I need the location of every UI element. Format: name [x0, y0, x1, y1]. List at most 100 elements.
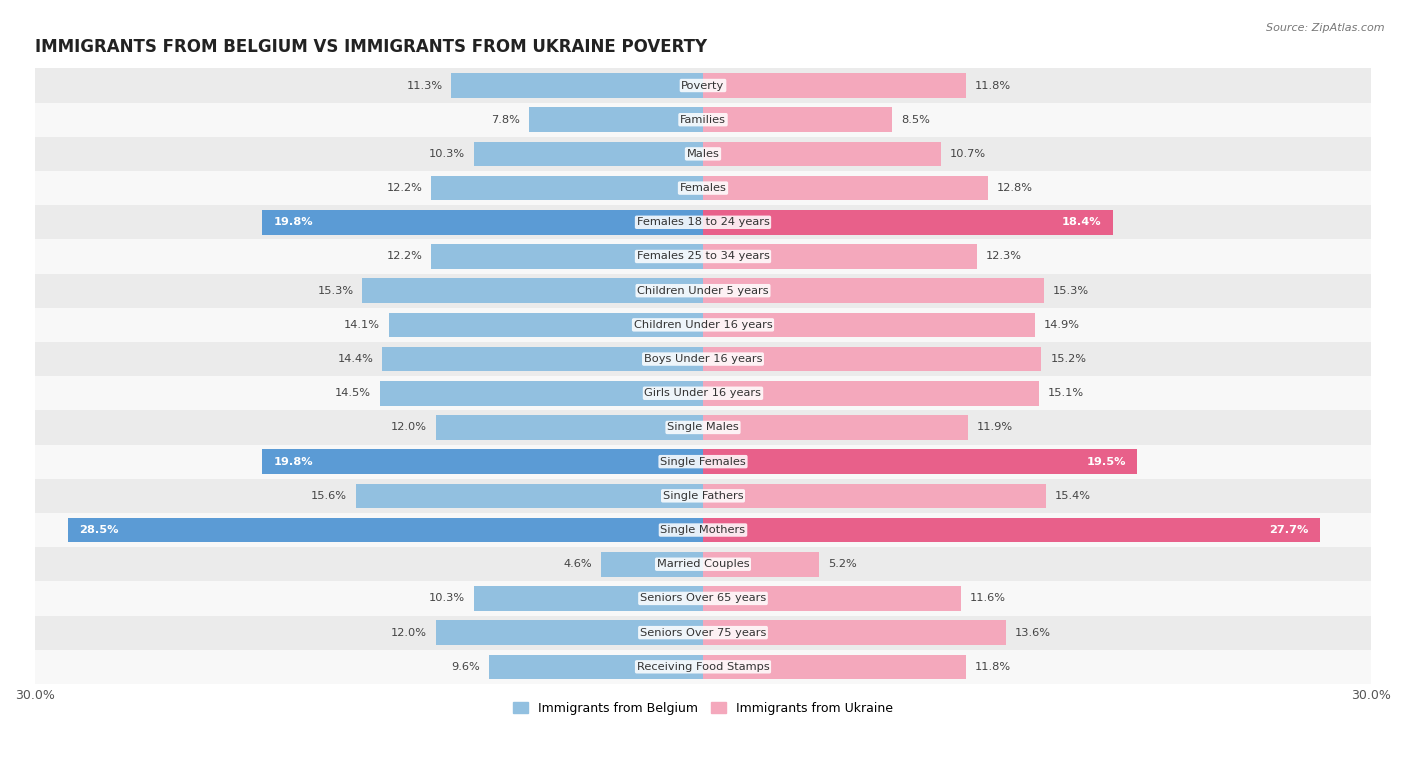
Bar	[451, 74, 703, 98]
Bar	[436, 620, 703, 645]
Bar	[35, 581, 1371, 615]
Bar	[35, 615, 1371, 650]
Bar	[703, 278, 1043, 303]
Text: 15.3%: 15.3%	[1053, 286, 1088, 296]
Bar	[262, 449, 703, 474]
Text: 15.3%: 15.3%	[318, 286, 353, 296]
Text: 19.8%: 19.8%	[273, 218, 314, 227]
Bar	[703, 74, 966, 98]
Text: 15.4%: 15.4%	[1054, 491, 1091, 501]
Text: 14.4%: 14.4%	[337, 354, 374, 364]
Bar	[489, 654, 703, 679]
Bar	[356, 484, 703, 508]
Bar	[35, 376, 1371, 410]
Bar	[363, 278, 703, 303]
Bar	[35, 479, 1371, 513]
Bar	[380, 381, 703, 406]
Bar	[703, 244, 977, 269]
Text: 11.9%: 11.9%	[977, 422, 1014, 433]
Text: 14.1%: 14.1%	[344, 320, 380, 330]
Text: 15.1%: 15.1%	[1047, 388, 1084, 398]
Text: 10.3%: 10.3%	[429, 594, 465, 603]
Bar	[703, 210, 1112, 234]
Text: Children Under 5 years: Children Under 5 years	[637, 286, 769, 296]
Text: Single Mothers: Single Mothers	[661, 525, 745, 535]
Text: Receiving Food Stamps: Receiving Food Stamps	[637, 662, 769, 672]
Text: 14.9%: 14.9%	[1043, 320, 1080, 330]
Text: 9.6%: 9.6%	[451, 662, 481, 672]
Text: Females 25 to 34 years: Females 25 to 34 years	[637, 252, 769, 262]
Text: 12.0%: 12.0%	[391, 422, 427, 433]
Text: Single Females: Single Females	[661, 456, 745, 467]
Text: 18.4%: 18.4%	[1062, 218, 1102, 227]
Text: 12.8%: 12.8%	[997, 183, 1033, 193]
Text: Females: Females	[679, 183, 727, 193]
Text: 8.5%: 8.5%	[901, 114, 929, 125]
Bar	[69, 518, 703, 542]
Bar	[35, 102, 1371, 136]
Text: 15.2%: 15.2%	[1050, 354, 1087, 364]
Text: 12.3%: 12.3%	[986, 252, 1022, 262]
Text: Single Fathers: Single Fathers	[662, 491, 744, 501]
Bar	[35, 171, 1371, 205]
Bar	[703, 620, 1005, 645]
Text: 11.3%: 11.3%	[406, 80, 443, 90]
Bar	[382, 346, 703, 371]
Legend: Immigrants from Belgium, Immigrants from Ukraine: Immigrants from Belgium, Immigrants from…	[513, 702, 893, 715]
Text: 10.3%: 10.3%	[429, 149, 465, 159]
Bar	[703, 586, 962, 611]
Bar	[35, 650, 1371, 684]
Bar	[703, 312, 1035, 337]
Text: Families: Families	[681, 114, 725, 125]
Bar	[389, 312, 703, 337]
Text: Males: Males	[686, 149, 720, 159]
Text: Girls Under 16 years: Girls Under 16 years	[644, 388, 762, 398]
Text: 7.8%: 7.8%	[492, 114, 520, 125]
Text: Source: ZipAtlas.com: Source: ZipAtlas.com	[1267, 23, 1385, 33]
Bar	[474, 142, 703, 166]
Text: 11.8%: 11.8%	[974, 80, 1011, 90]
Bar	[35, 547, 1371, 581]
Text: 10.7%: 10.7%	[950, 149, 986, 159]
Bar	[35, 274, 1371, 308]
Bar	[703, 381, 1039, 406]
Bar	[262, 210, 703, 234]
Text: 11.8%: 11.8%	[974, 662, 1011, 672]
Bar	[703, 552, 818, 577]
Text: 12.2%: 12.2%	[387, 183, 422, 193]
Bar	[35, 410, 1371, 444]
Text: IMMIGRANTS FROM BELGIUM VS IMMIGRANTS FROM UKRAINE POVERTY: IMMIGRANTS FROM BELGIUM VS IMMIGRANTS FR…	[35, 38, 707, 56]
Text: Seniors Over 75 years: Seniors Over 75 years	[640, 628, 766, 637]
Text: 13.6%: 13.6%	[1015, 628, 1050, 637]
Text: 19.5%: 19.5%	[1087, 456, 1126, 467]
Bar	[474, 586, 703, 611]
Bar	[703, 142, 941, 166]
Bar	[703, 346, 1042, 371]
Bar	[35, 205, 1371, 240]
Text: Married Couples: Married Couples	[657, 559, 749, 569]
Bar	[703, 518, 1320, 542]
Text: 11.6%: 11.6%	[970, 594, 1007, 603]
Bar	[600, 552, 703, 577]
Bar	[35, 68, 1371, 102]
Bar	[35, 136, 1371, 171]
Bar	[35, 342, 1371, 376]
Text: 12.0%: 12.0%	[391, 628, 427, 637]
Text: 4.6%: 4.6%	[562, 559, 592, 569]
Text: 28.5%: 28.5%	[80, 525, 120, 535]
Bar	[35, 513, 1371, 547]
Bar	[703, 176, 988, 200]
Bar	[703, 654, 966, 679]
Text: Poverty: Poverty	[682, 80, 724, 90]
Text: Boys Under 16 years: Boys Under 16 years	[644, 354, 762, 364]
Bar	[703, 484, 1046, 508]
Text: 5.2%: 5.2%	[828, 559, 856, 569]
Text: Seniors Over 65 years: Seniors Over 65 years	[640, 594, 766, 603]
Text: 19.8%: 19.8%	[273, 456, 314, 467]
Bar	[703, 415, 967, 440]
Bar	[529, 108, 703, 132]
Bar	[703, 449, 1137, 474]
Text: 12.2%: 12.2%	[387, 252, 422, 262]
Text: Children Under 16 years: Children Under 16 years	[634, 320, 772, 330]
Bar	[35, 308, 1371, 342]
